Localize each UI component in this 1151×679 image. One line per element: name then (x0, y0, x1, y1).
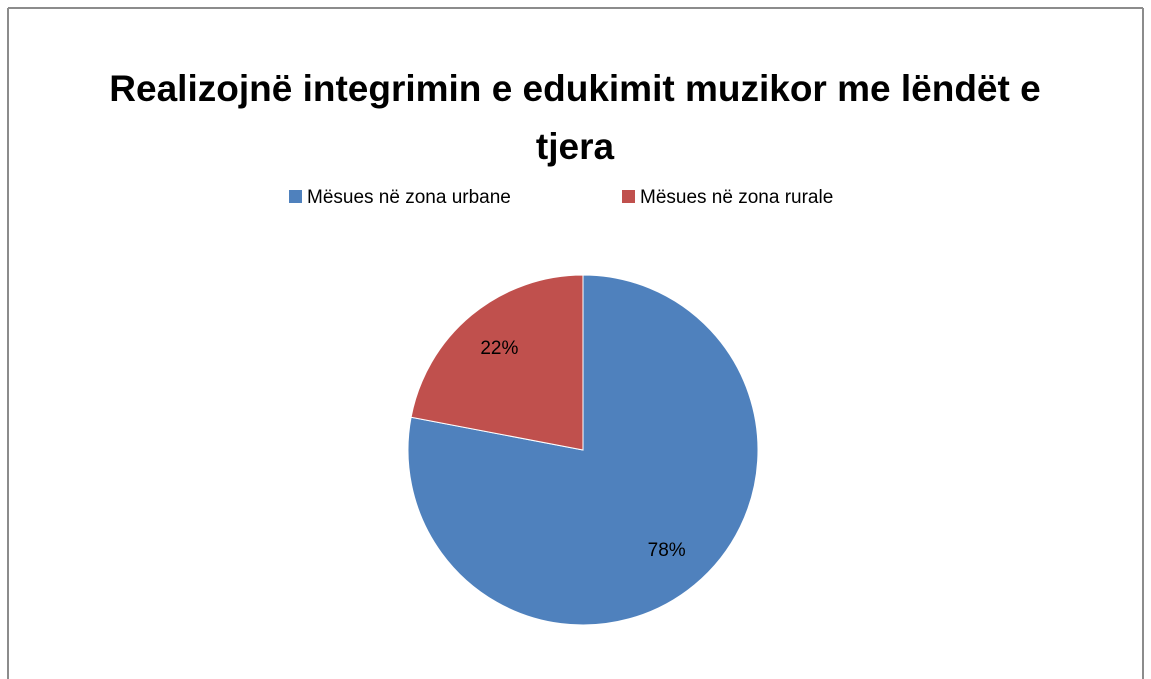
legend-swatch (622, 190, 635, 203)
data-label: 22% (480, 338, 518, 359)
legend-label: Mësues në zona rurale (640, 187, 833, 208)
legend-swatch (289, 190, 302, 203)
legend-label: Mësues në zona urbane (307, 187, 511, 208)
chart-title: Realizojnë integrimin e edukimit muzikor… (109, 68, 1041, 167)
pie-slice (410, 274, 584, 451)
data-label: 78% (648, 540, 686, 561)
